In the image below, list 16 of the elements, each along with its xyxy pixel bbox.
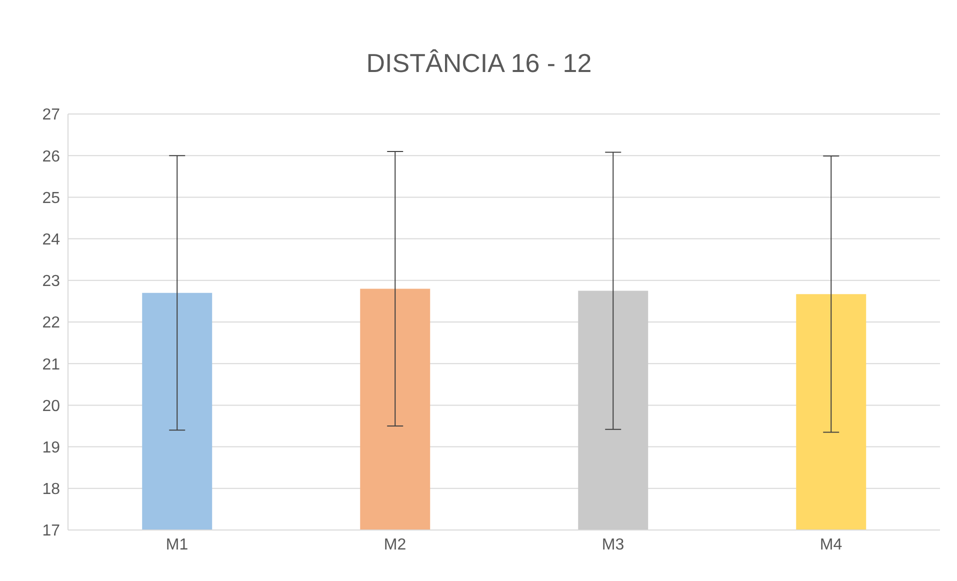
y-tick-label: 23	[42, 273, 60, 290]
x-tick-label: M4	[820, 536, 842, 554]
y-tick-label: 26	[42, 148, 60, 166]
y-tick-label: 22	[42, 314, 60, 332]
y-tick-label: 20	[42, 398, 60, 415]
x-tick-label: M1	[166, 536, 188, 554]
y-tick-label: 25	[42, 190, 60, 207]
y-tick-label: 18	[42, 481, 60, 498]
y-tick-label: 19	[42, 439, 60, 456]
y-tick-label: 17	[42, 522, 60, 540]
chart-title: DISTÂNCIA 16 - 12	[365, 47, 593, 80]
x-tick-label: M2	[384, 536, 406, 554]
y-tick-label: 21	[42, 356, 60, 374]
y-tick-label: 27	[42, 106, 60, 124]
y-tick-label: 24	[42, 231, 60, 248]
x-tick-label: M3	[602, 536, 624, 554]
